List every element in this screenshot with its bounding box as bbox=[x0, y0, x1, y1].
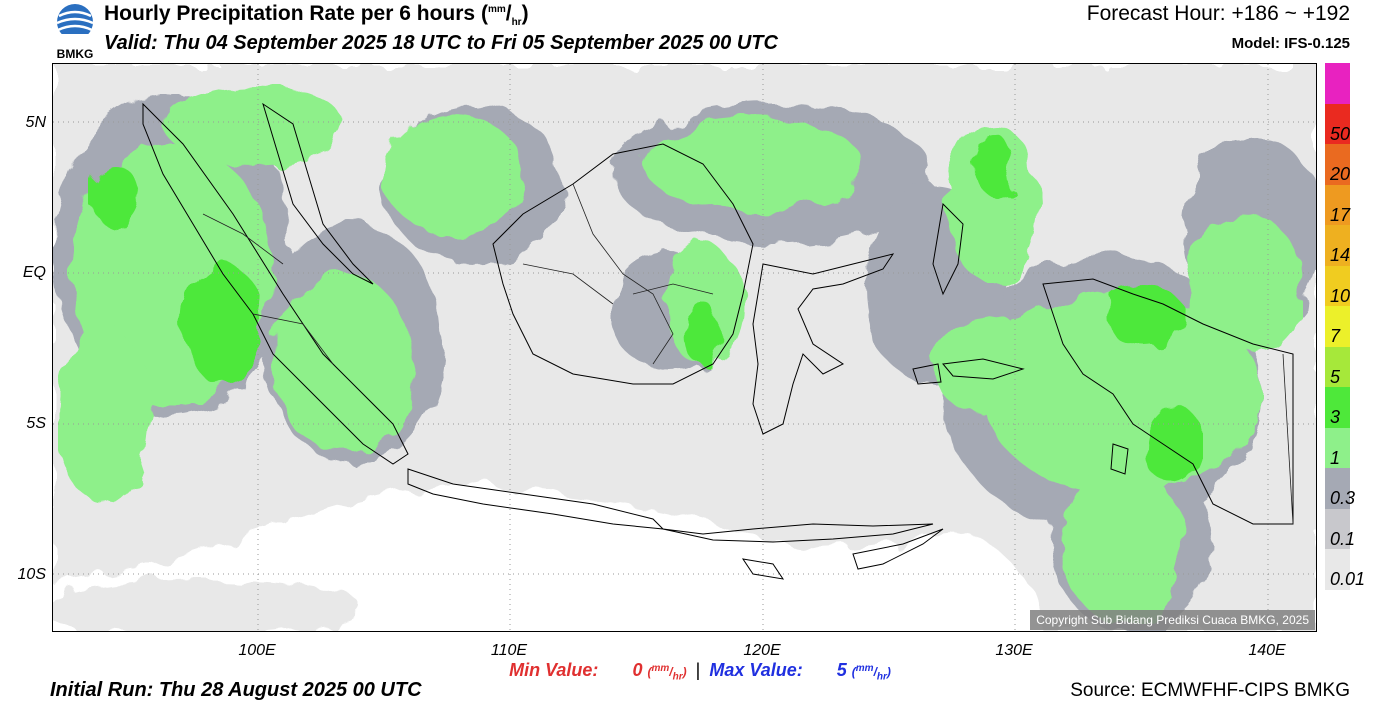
halmahera-coast bbox=[932, 202, 964, 296]
lat-label-5s: 5S bbox=[26, 415, 46, 432]
lon-label-140e: 140E bbox=[1248, 642, 1286, 659]
colorbar-label: 20 bbox=[1330, 164, 1351, 185]
copyright-notice: Copyright Sub Bidang Prediksi Cuaca BMKG… bbox=[1030, 610, 1315, 630]
min-max-values: Min Value: 0 (mm/hr) | Max Value: 5 (mm/… bbox=[509, 660, 891, 683]
min-unit-den: hr bbox=[672, 671, 683, 683]
initial-run: Initial Run: Thu 28 August 2025 00 UTC bbox=[50, 679, 422, 701]
separator: | bbox=[695, 660, 701, 680]
min-label: Min Value: bbox=[509, 660, 599, 680]
colorbar-segment bbox=[1325, 63, 1350, 104]
sumatra-coast bbox=[142, 102, 409, 465]
colorbar-segment bbox=[1325, 468, 1350, 509]
colorbar-label: 14 bbox=[1330, 245, 1351, 266]
title-unit-num: mm bbox=[487, 4, 506, 15]
chart-title: Hourly Precipitation Rate per 6 hours (m… bbox=[104, 2, 529, 29]
colorbar-label: 7 bbox=[1330, 326, 1341, 347]
colorbar-label: 17 bbox=[1330, 204, 1351, 225]
lon-label-130e: 130E bbox=[995, 642, 1033, 659]
borneo-coast bbox=[492, 143, 754, 385]
min-value: 0 bbox=[632, 660, 643, 680]
model-name: Model: IFS-0.125 bbox=[1231, 35, 1350, 52]
province-boundaries bbox=[202, 183, 1294, 525]
colorbar-segment bbox=[1325, 508, 1350, 550]
colorbar-segment bbox=[1325, 225, 1350, 266]
colorbar-label: 0.01 bbox=[1330, 569, 1366, 590]
papua-coast bbox=[1042, 278, 1294, 525]
forecast-hour: Forecast Hour: +186 ~ +192 bbox=[1086, 2, 1350, 25]
colorbar-segment bbox=[1325, 427, 1350, 469]
colorbar-segment bbox=[1325, 346, 1350, 388]
data-source: Source: ECMWFHF-CIPS BMKG bbox=[1070, 680, 1350, 701]
lat-label-10s: 10S bbox=[17, 566, 46, 583]
precipitation-map: Copyright Sub Bidang Prediksi Cuaca BMKG… bbox=[52, 63, 1317, 632]
lat-label-eq: EQ bbox=[22, 264, 46, 281]
colorbar-segment bbox=[1325, 144, 1350, 185]
colorbar-segment bbox=[1325, 265, 1350, 307]
colorbar-label: 1 bbox=[1330, 447, 1341, 468]
aru-islands-coast bbox=[1110, 443, 1129, 475]
sumba-coast bbox=[741, 558, 785, 580]
title-unit-den: hr bbox=[511, 17, 522, 29]
nusa-tenggara-coast bbox=[662, 523, 934, 543]
map-canvas bbox=[53, 64, 1316, 631]
colorbar-label: 10 bbox=[1330, 285, 1351, 306]
max-unit-num: mm bbox=[855, 663, 874, 674]
colorbar-segment bbox=[1325, 306, 1350, 347]
max-unit-den: hr bbox=[876, 671, 887, 683]
colorbar-label: 50 bbox=[1330, 123, 1351, 144]
lat-label-5n: 5N bbox=[25, 114, 46, 131]
coastlines bbox=[142, 102, 1294, 580]
colorbar-segment bbox=[1325, 184, 1350, 226]
colorbar bbox=[1325, 63, 1350, 590]
graticule bbox=[53, 64, 1316, 631]
max-value: 5 bbox=[836, 660, 847, 680]
valid-period: Valid: Thu 04 September 2025 18 UTC to F… bbox=[104, 32, 778, 54]
min-unit-num: mm bbox=[651, 663, 670, 674]
colorbar-segment bbox=[1325, 549, 1350, 590]
colorbar-label: 0.1 bbox=[1330, 528, 1356, 549]
lon-label-100e: 100E bbox=[238, 642, 276, 659]
lon-label-110e: 110E bbox=[490, 642, 528, 659]
java-coast bbox=[407, 468, 665, 530]
buru-coast bbox=[912, 363, 942, 385]
colorbar-label: 0.3 bbox=[1330, 488, 1356, 509]
malay-peninsula-coast bbox=[262, 102, 374, 285]
timor-coast bbox=[852, 528, 944, 570]
bmkg-logo: BMKG bbox=[52, 2, 98, 62]
colorbar-label: 5 bbox=[1330, 366, 1341, 387]
colorbar-segment bbox=[1325, 387, 1350, 428]
logo-text: BMKG bbox=[57, 47, 94, 61]
max-label: Max Value: bbox=[709, 660, 803, 680]
sulawesi-coast bbox=[752, 253, 895, 435]
seram-coast bbox=[942, 358, 1025, 380]
lon-label-120e: 120E bbox=[743, 642, 781, 659]
colorbar-segment bbox=[1325, 103, 1350, 145]
title-text: Hourly Precipitation Rate per 6 hours bbox=[104, 2, 476, 25]
colorbar-label: 3 bbox=[1330, 407, 1341, 428]
